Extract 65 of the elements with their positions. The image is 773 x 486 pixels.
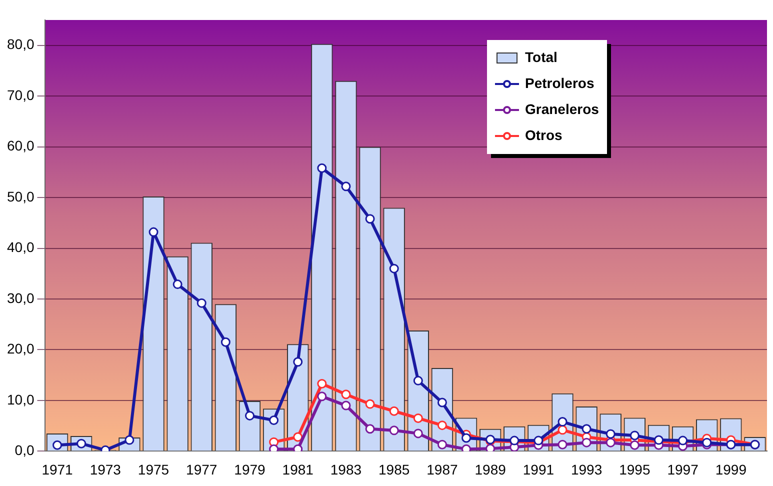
- x-tick-label: 1997: [667, 461, 699, 478]
- point: [558, 417, 568, 427]
- point: [606, 438, 616, 448]
- point: [582, 424, 592, 434]
- y-tick-label: 30,0: [7, 290, 34, 306]
- point: [341, 390, 351, 400]
- point: [389, 264, 399, 274]
- point: [220, 337, 230, 347]
- point: [389, 426, 399, 436]
- x-tick-label: 1971: [42, 461, 74, 478]
- x-tick-label: 1983: [330, 461, 362, 478]
- y-tick-label: 0,0: [14, 442, 34, 458]
- point: [582, 438, 592, 448]
- point: [293, 444, 303, 452]
- point: [317, 378, 327, 388]
- legend-label: Total: [525, 48, 558, 65]
- y-tick-label: 80,0: [7, 36, 34, 52]
- point: [462, 444, 472, 452]
- point: [365, 424, 375, 434]
- point: [365, 399, 375, 409]
- y-tick-label: 60,0: [7, 138, 34, 154]
- point: [558, 440, 568, 450]
- point: [413, 413, 423, 423]
- point: [413, 376, 423, 386]
- point: [341, 182, 351, 192]
- point: [437, 440, 447, 450]
- legend-label: Petroleros: [525, 74, 594, 91]
- y-tick-label: 50,0: [7, 188, 34, 204]
- x-tick-label: 1993: [570, 461, 602, 478]
- point: [317, 163, 327, 173]
- y-tick-label: 40,0: [7, 239, 34, 256]
- point: [293, 357, 303, 367]
- legend-label: Graneleros: [525, 100, 600, 117]
- point: [389, 406, 399, 416]
- point: [437, 398, 447, 408]
- x-tick-label: 1977: [186, 461, 218, 478]
- x-tick-label: 1981: [282, 461, 314, 478]
- x-tick-label: 1999: [715, 461, 747, 478]
- point: [293, 432, 303, 442]
- y-tick-label: 10,0: [7, 391, 34, 408]
- x-tick-label: 1987: [426, 461, 458, 478]
- point: [317, 392, 327, 402]
- x-tick-label: 1979: [234, 461, 266, 478]
- point: [437, 420, 447, 430]
- point: [365, 214, 375, 224]
- x-tick-label: 1975: [138, 461, 170, 478]
- y-tick-label: 20,0: [7, 340, 34, 357]
- x-tick-label: 1973: [90, 461, 122, 478]
- point: [196, 298, 206, 308]
- point: [413, 428, 423, 438]
- x-tick-label: 1991: [522, 461, 554, 478]
- point: [148, 227, 158, 237]
- x-tick-label: 1985: [378, 461, 410, 478]
- point: [172, 280, 182, 290]
- y-tick-label: 70,0: [7, 86, 34, 103]
- point: [244, 410, 254, 420]
- x-tick-label: 1995: [619, 461, 650, 478]
- point: [630, 440, 640, 450]
- point: [269, 416, 279, 426]
- x-tick-label: 1989: [474, 461, 506, 478]
- point: [269, 444, 279, 452]
- point: [558, 425, 568, 435]
- point: [486, 444, 496, 452]
- legend-label: Otros: [525, 126, 563, 143]
- point: [341, 400, 351, 410]
